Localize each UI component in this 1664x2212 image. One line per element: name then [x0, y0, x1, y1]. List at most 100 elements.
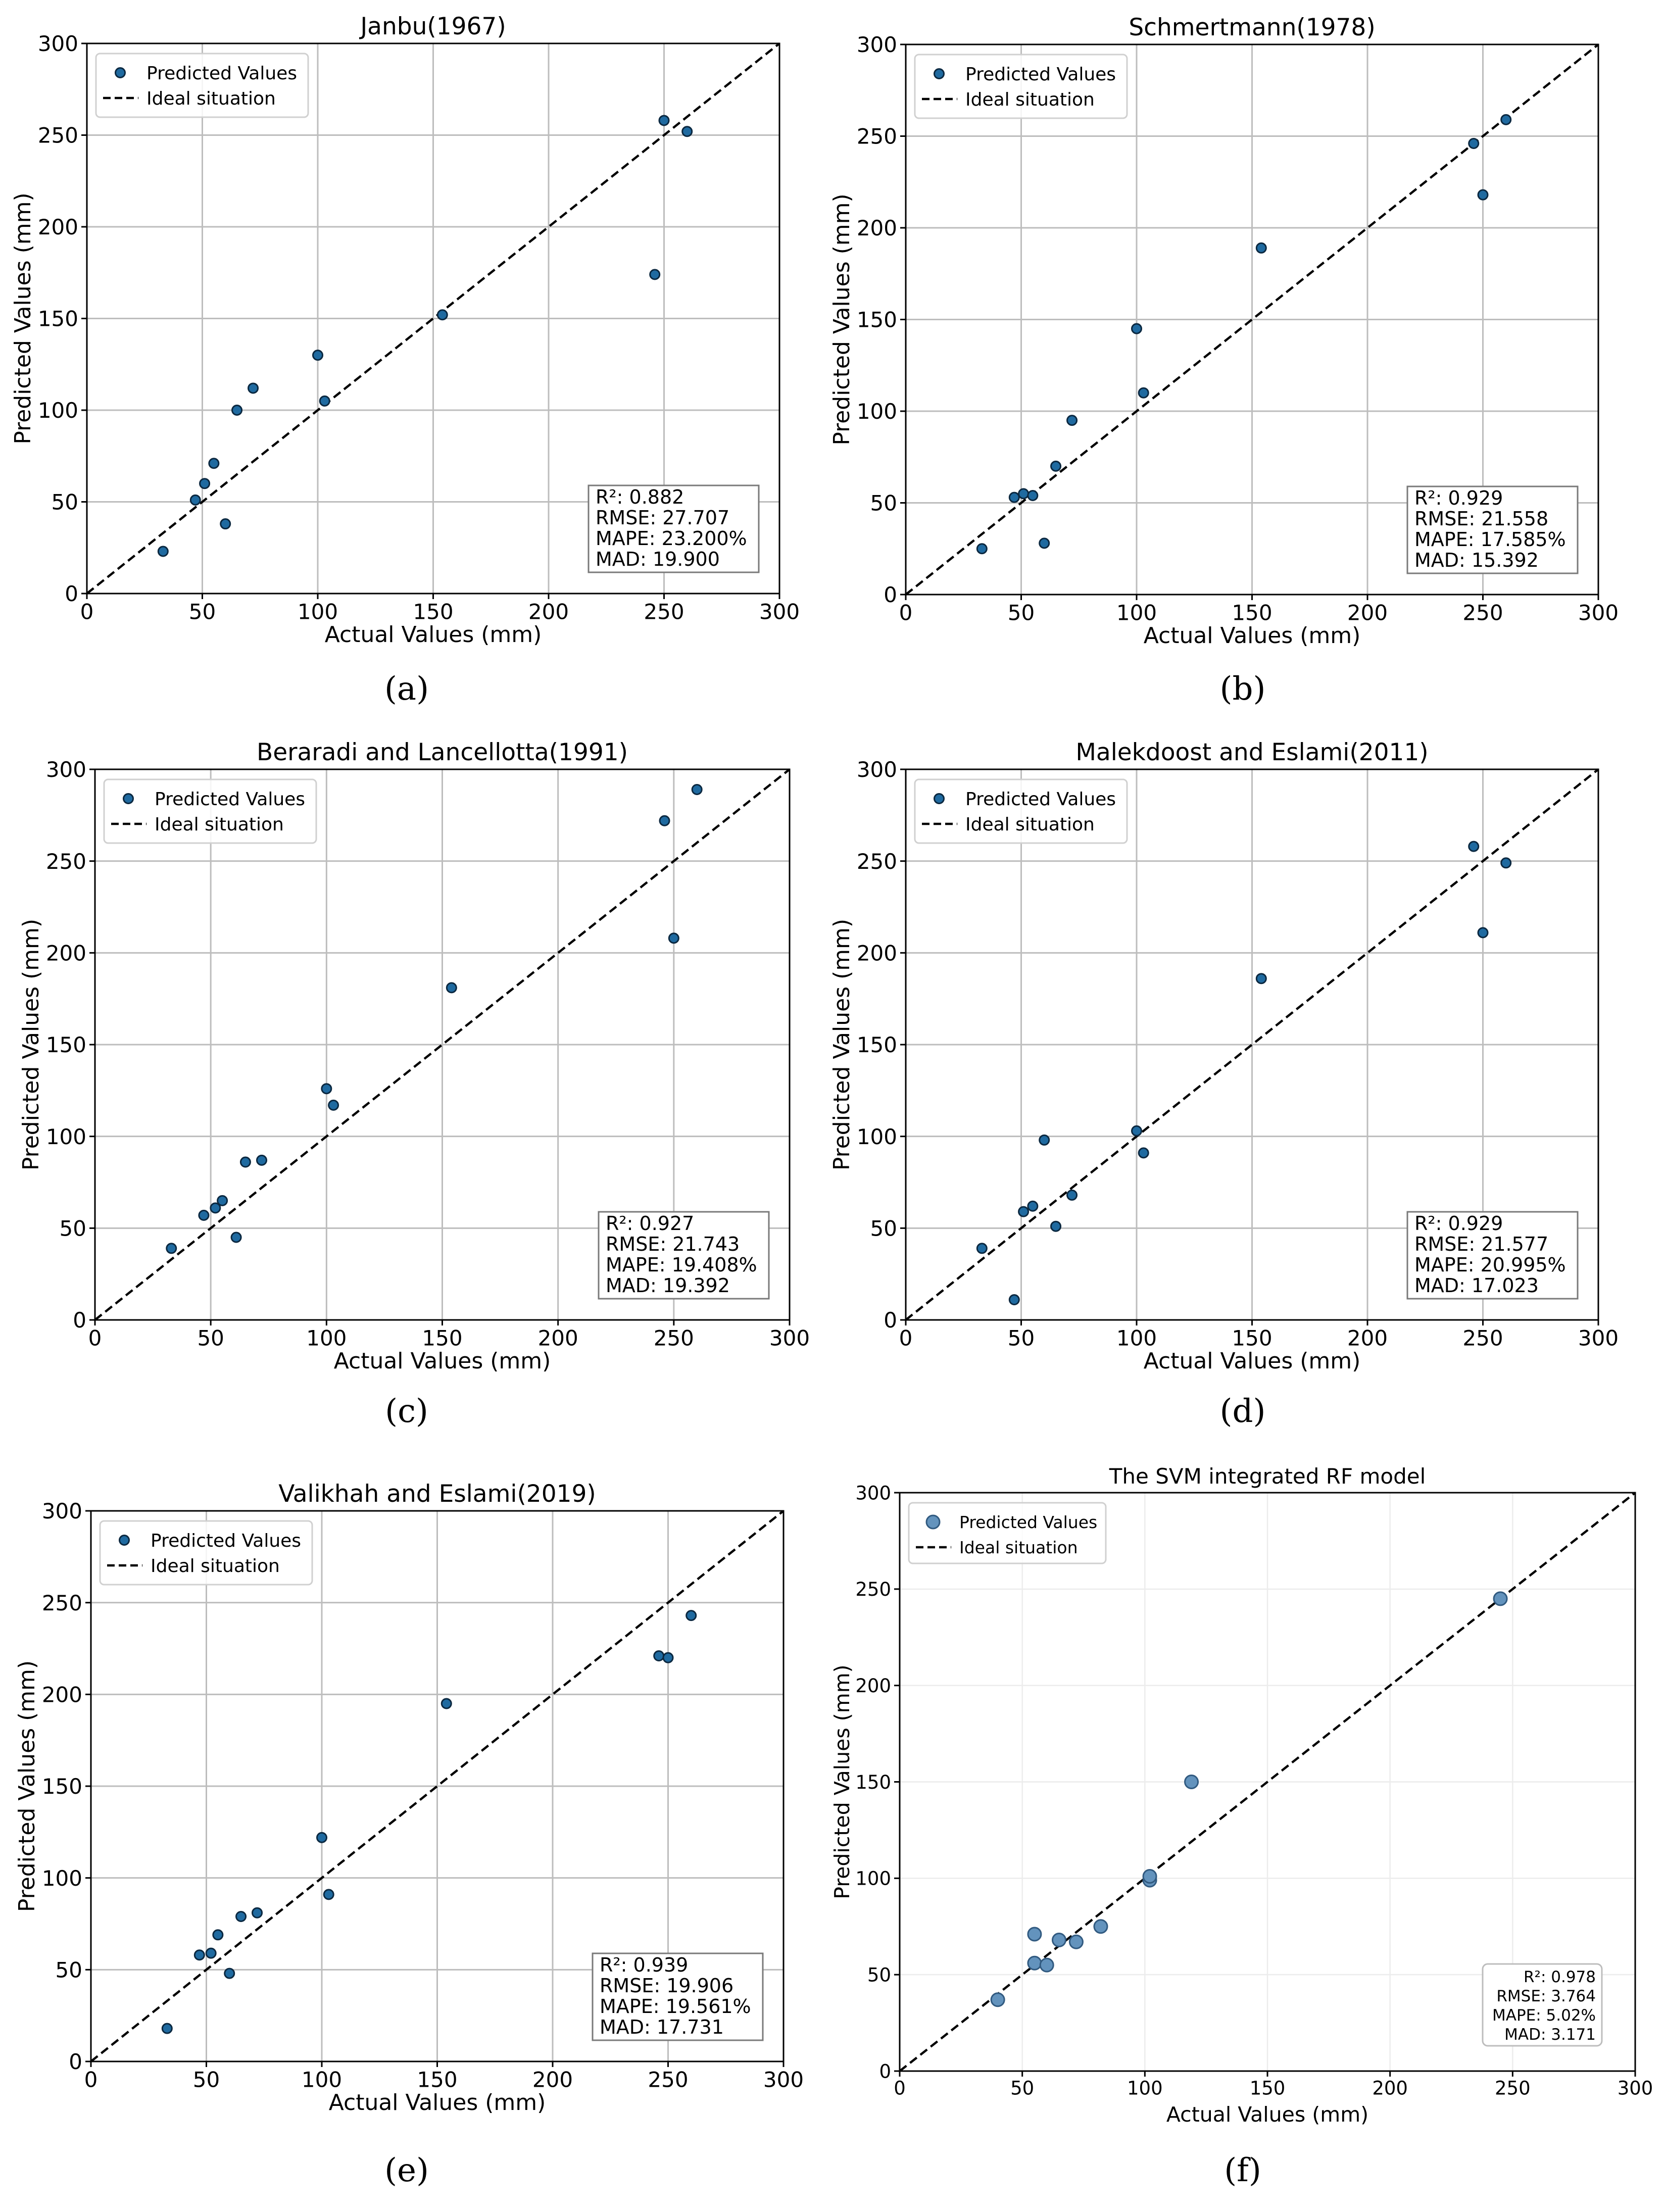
- metric-text: MAPE: 20.995%: [1414, 1254, 1566, 1276]
- x-axis-label: Actual Values (mm): [334, 1348, 551, 1374]
- x-tick-label: 100: [302, 2067, 342, 2092]
- y-tick-label: 200: [46, 941, 86, 965]
- x-tick-label: 50: [197, 1325, 224, 1350]
- metric-text: MAD: 15.392: [1414, 549, 1539, 571]
- subplot-b: 0 50 100 150 200 250 300 0 50 100 150 200 250 300 Schm…: [829, 14, 1619, 708]
- y-tick-label: 50: [52, 490, 78, 515]
- subplot-c: 0 50 100 150 200 250 300 0 50 100 150 200 250 300 Bera…: [18, 739, 810, 1430]
- y-tick-label: 50: [867, 1964, 891, 1986]
- data-point: [231, 405, 243, 416]
- x-tick-label: 0: [899, 1325, 913, 1350]
- data-point: [976, 543, 988, 555]
- y-tick-label: 100: [46, 1124, 86, 1149]
- x-tick-label: 50: [1008, 1325, 1035, 1350]
- data-point: [1477, 189, 1489, 201]
- subfigure-caption: (b): [1220, 670, 1266, 708]
- data-point: [990, 1992, 1005, 2007]
- x-tick-label: 0: [84, 2067, 98, 2092]
- chart-title: Valikhah and Eslami(2019): [278, 1480, 596, 1508]
- data-point: [1027, 1955, 1042, 1971]
- x-tick-label: 200: [1347, 1325, 1388, 1350]
- data-point: [212, 1929, 224, 1941]
- y-tick-label: 50: [870, 491, 897, 516]
- metric-text: R²: 0.978: [1524, 1968, 1596, 1986]
- y-tick-label: 0: [884, 582, 897, 607]
- metric-text: R²: 0.939: [600, 1954, 688, 1976]
- y-tick-label: 100: [42, 1866, 82, 1891]
- x-tick-label: 150: [1232, 600, 1272, 625]
- data-point: [1051, 1932, 1066, 1947]
- data-point: [256, 1154, 267, 1166]
- x-tick-label: 250: [644, 599, 684, 624]
- data-point: [205, 1947, 217, 1959]
- y-tick-label: 250: [857, 124, 897, 149]
- x-axis-label: Actual Values (mm): [1166, 2102, 1368, 2127]
- x-tick-label: 250: [654, 1325, 694, 1350]
- x-tick-label: 300: [769, 1325, 810, 1350]
- legend-label-ideal: Ideal situation: [959, 1538, 1078, 1557]
- chart-title: Janbu(1967): [359, 13, 506, 40]
- y-tick-label: 200: [42, 1682, 82, 1707]
- metrics-box: [592, 1952, 764, 2041]
- legend-box: [908, 1502, 1107, 1564]
- data-point: [1500, 857, 1512, 869]
- y-axis-label: Predicted Values (mm): [10, 192, 36, 444]
- data-point: [1027, 489, 1039, 501]
- y-tick-label: 0: [69, 2049, 82, 2074]
- data-point: [976, 1243, 988, 1254]
- data-point: [323, 1889, 334, 1900]
- metric-text: RMSE: 27.707: [596, 507, 729, 529]
- data-point: [1131, 323, 1142, 334]
- metrics-box: [1482, 1963, 1603, 2047]
- legend-label-ideal: Ideal situation: [146, 88, 276, 109]
- subfigure-caption: (d): [1220, 1393, 1266, 1430]
- x-tick-label: 100: [298, 599, 338, 624]
- y-tick-label: 300: [857, 32, 897, 57]
- metric-text: R²: 0.882: [596, 486, 684, 508]
- metric-text: MAD: 17.023: [1414, 1274, 1539, 1297]
- y-tick-label: 200: [857, 216, 897, 240]
- subplot-e: 0 50 100 150 200 250 300 0 50 100 150 200 250 300 Vali…: [14, 1480, 804, 2189]
- x-tick-label: 200: [1347, 600, 1388, 625]
- legend-marker-icon: [115, 67, 126, 78]
- y-tick-label: 250: [38, 123, 78, 148]
- data-point: [662, 1652, 674, 1663]
- subfigure-caption: (a): [384, 670, 429, 708]
- data-point: [1050, 460, 1062, 472]
- ideal-line: [899, 1492, 1636, 2072]
- x-tick-label: 250: [1495, 2077, 1531, 2099]
- subplot-d: 0 50 100 150 200 250 300 0 50 100 150 200 250 300 Male…: [829, 739, 1619, 1430]
- subfigure-caption: (e): [384, 2152, 429, 2189]
- x-tick-label: 300: [1578, 600, 1619, 625]
- data-point: [239, 1156, 251, 1168]
- data-point: [1468, 841, 1480, 852]
- y-tick-label: 300: [855, 1482, 891, 1504]
- data-point: [1255, 242, 1267, 254]
- y-tick-label: 150: [42, 1774, 82, 1799]
- data-point: [199, 478, 211, 489]
- y-tick-label: 300: [42, 1499, 82, 1523]
- legend-label-predicted: Predicted Values: [146, 63, 297, 84]
- metric-text: RMSE: 19.906: [600, 1975, 733, 1997]
- legend-label-predicted: Predicted Values: [151, 1531, 301, 1551]
- metric-text: MAD: 17.731: [600, 2016, 724, 2038]
- data-point: [446, 982, 457, 994]
- ideal-line: [905, 43, 1599, 596]
- x-tick-label: 150: [413, 599, 453, 624]
- metric-text: MAPE: 5.02%: [1492, 2006, 1596, 2025]
- metric-text: R²: 0.929: [1414, 1212, 1503, 1235]
- x-tick-label: 250: [1462, 600, 1503, 625]
- y-tick-label: 0: [879, 2060, 891, 2082]
- x-tick-label: 100: [1116, 600, 1157, 625]
- y-tick-label: 150: [855, 1772, 891, 1793]
- data-point: [1050, 1220, 1062, 1232]
- y-tick-label: 200: [38, 215, 78, 239]
- x-tick-label: 250: [1462, 1325, 1503, 1350]
- data-point: [1039, 1957, 1054, 1973]
- legend-label-predicted: Predicted Values: [965, 789, 1116, 810]
- x-tick-label: 200: [538, 1325, 578, 1350]
- x-tick-label: 0: [899, 600, 913, 625]
- chart-title: Schmertmann(1978): [1129, 14, 1375, 41]
- x-tick-label: 300: [763, 2067, 804, 2092]
- legend-box: [914, 778, 1128, 844]
